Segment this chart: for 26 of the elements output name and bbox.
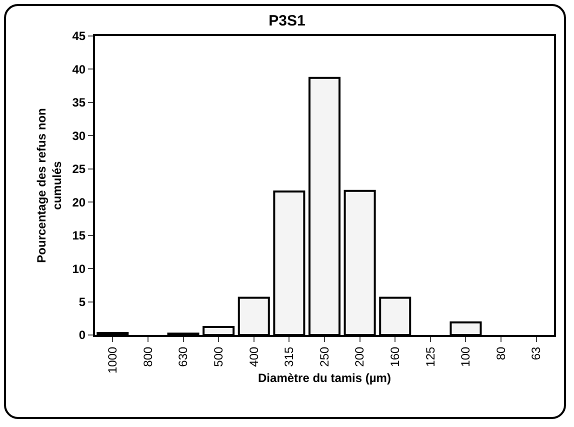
y-tick-label: 40: [72, 62, 86, 76]
y-tick-label: 30: [72, 128, 86, 143]
y-tick-label: 20: [72, 195, 86, 210]
x-tick-label: 250: [317, 346, 332, 367]
chart-title: P3S1: [268, 12, 306, 30]
x-tick-label: 200: [352, 346, 367, 367]
x-tick-label: 315: [282, 346, 296, 367]
y-axis-title: Pourcentage des refus non cumulés: [34, 108, 64, 263]
y-tick-label: 35: [72, 96, 86, 110]
x-tick-label: 630: [176, 346, 190, 367]
y-tick-label: 45: [72, 29, 86, 44]
y-tick-label: 15: [72, 228, 86, 243]
x-tick-label: 80: [494, 346, 508, 360]
x-tick-label: 1000: [106, 346, 120, 374]
x-tick-label: 63: [529, 346, 544, 360]
y-tick-label: 10: [72, 262, 86, 276]
x-tick-label: 800: [140, 346, 155, 367]
x-tick-label: 125: [423, 346, 438, 367]
y-tick-label: 5: [78, 294, 86, 309]
y-tick-label: 25: [72, 162, 86, 176]
x-axis-title: Diamètre du tamis (µm): [258, 371, 391, 385]
x-tick-label: 500: [211, 346, 226, 367]
x-tick-label: 100: [458, 346, 473, 367]
x-tick-label: 160: [388, 346, 402, 367]
x-tick-label: 400: [246, 346, 261, 367]
y-tick-label: 0: [78, 328, 86, 342]
